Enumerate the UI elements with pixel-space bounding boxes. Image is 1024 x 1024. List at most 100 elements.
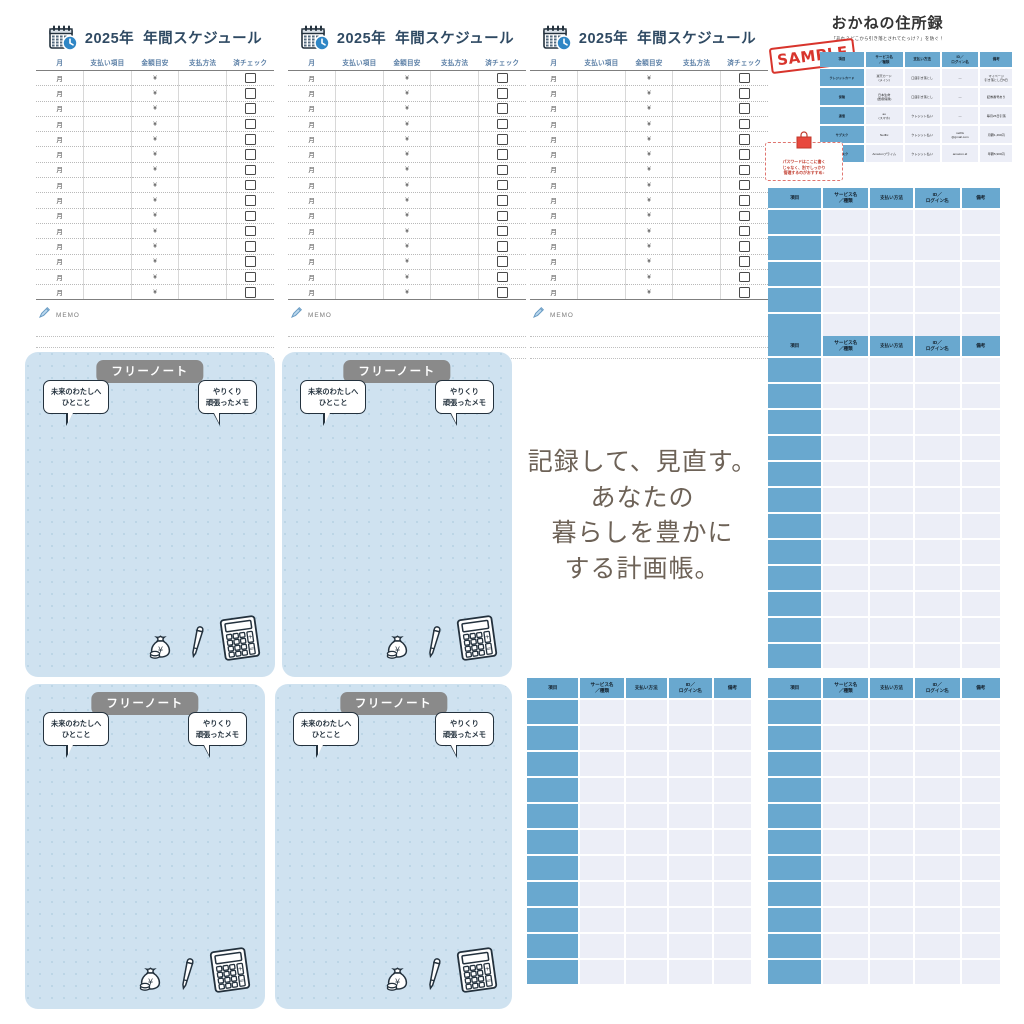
row-category-cell[interactable] — [768, 514, 822, 539]
memo-line[interactable] — [288, 326, 526, 338]
month-cell[interactable]: 月 — [36, 70, 85, 87]
month-cell[interactable]: 月 — [288, 284, 337, 301]
payment-item-cell[interactable] — [83, 192, 132, 209]
payment-item-cell[interactable] — [83, 70, 132, 87]
month-cell[interactable]: 月 — [288, 192, 337, 209]
data-cell[interactable] — [713, 778, 751, 803]
amount-cell[interactable]: ¥ — [625, 162, 674, 179]
done-check-cell[interactable] — [478, 269, 526, 286]
memo-line[interactable] — [530, 337, 768, 349]
done-check-cell[interactable] — [720, 177, 768, 194]
data-cell[interactable] — [823, 752, 869, 777]
data-cell[interactable] — [713, 752, 751, 777]
amount-cell[interactable]: ¥ — [131, 284, 180, 301]
table-row[interactable] — [768, 882, 1000, 907]
row-category-cell[interactable] — [768, 618, 822, 643]
row-category-cell[interactable] — [768, 644, 822, 669]
payment-method-cell[interactable] — [672, 223, 721, 240]
done-check-cell[interactable] — [478, 131, 526, 148]
payment-item-cell[interactable] — [335, 208, 384, 224]
month-cell[interactable]: 月 — [288, 208, 337, 224]
data-cell[interactable] — [823, 488, 869, 513]
data-cell[interactable] — [580, 882, 624, 907]
row-category-cell[interactable] — [768, 752, 822, 777]
data-cell[interactable] — [914, 410, 960, 435]
done-check-cell[interactable] — [226, 223, 274, 240]
table-row[interactable]: 月 ¥ — [288, 162, 526, 179]
amount-cell[interactable]: ¥ — [131, 70, 180, 87]
row-category-cell[interactable] — [527, 700, 579, 725]
checkbox[interactable] — [245, 179, 256, 191]
month-cell[interactable]: 月 — [530, 238, 579, 255]
table-row[interactable]: 月 ¥ — [36, 70, 274, 87]
payment-method-cell[interactable] — [430, 208, 479, 224]
payment-method-cell[interactable] — [430, 70, 479, 87]
data-cell[interactable] — [870, 882, 913, 907]
table-row[interactable]: 月 ¥ — [36, 85, 274, 102]
data-cell[interactable] — [914, 908, 960, 933]
data-cell[interactable] — [625, 752, 667, 777]
row-category-cell[interactable] — [527, 908, 579, 933]
data-cell[interactable] — [961, 262, 1000, 287]
done-check-cell[interactable] — [720, 101, 768, 117]
payment-item-cell[interactable] — [335, 85, 384, 102]
data-cell[interactable] — [713, 856, 751, 881]
data-cell[interactable] — [961, 540, 1000, 565]
data-cell[interactable] — [914, 882, 960, 907]
data-cell[interactable] — [580, 934, 624, 959]
data-cell[interactable] — [713, 700, 751, 725]
payment-method-cell[interactable] — [672, 116, 721, 133]
amount-cell[interactable]: ¥ — [625, 254, 674, 270]
data-cell[interactable] — [914, 592, 960, 617]
amount-cell[interactable]: ¥ — [383, 284, 432, 301]
payment-item-cell[interactable] — [335, 269, 384, 286]
table-row[interactable]: 月 ¥ — [36, 223, 274, 240]
payment-item-cell[interactable] — [335, 284, 384, 301]
table-row[interactable]: 月 ¥ — [530, 177, 768, 194]
table-row[interactable]: 月 ¥ — [36, 116, 274, 133]
amount-cell[interactable]: ¥ — [131, 131, 180, 148]
row-category-cell[interactable] — [527, 752, 579, 777]
payment-method-cell[interactable] — [430, 85, 479, 102]
done-check-cell[interactable] — [720, 162, 768, 179]
data-cell[interactable] — [870, 488, 913, 513]
amount-cell[interactable]: ¥ — [131, 223, 180, 240]
month-cell[interactable]: 月 — [36, 238, 85, 255]
table-row[interactable]: 月 ¥ — [288, 146, 526, 163]
data-cell[interactable] — [914, 462, 960, 487]
month-cell[interactable]: 月 — [36, 269, 85, 286]
data-cell[interactable] — [823, 960, 869, 985]
table-row[interactable] — [527, 882, 751, 907]
done-check-cell[interactable] — [478, 85, 526, 102]
data-cell[interactable] — [961, 314, 1000, 339]
done-check-cell[interactable] — [226, 131, 274, 148]
amount-cell[interactable]: ¥ — [383, 116, 432, 133]
data-cell[interactable] — [914, 514, 960, 539]
data-cell[interactable] — [870, 358, 913, 383]
table-row[interactable] — [527, 960, 751, 985]
table-row[interactable]: 月 ¥ — [36, 284, 274, 301]
amount-cell[interactable]: ¥ — [383, 146, 432, 163]
payment-item-cell[interactable] — [577, 269, 626, 286]
row-category-cell[interactable] — [768, 804, 822, 829]
checkbox[interactable] — [245, 210, 256, 222]
data-cell[interactable] — [961, 830, 1000, 855]
checkbox[interactable] — [497, 149, 508, 160]
payment-item-cell[interactable] — [83, 177, 132, 194]
month-cell[interactable]: 月 — [36, 85, 85, 102]
row-category-cell[interactable] — [768, 592, 822, 617]
payment-method-cell[interactable] — [430, 223, 479, 240]
done-check-cell[interactable] — [478, 162, 526, 179]
table-row[interactable] — [768, 566, 1000, 591]
data-cell[interactable] — [823, 618, 869, 643]
table-row[interactable]: 月 ¥ — [36, 254, 274, 270]
done-check-cell[interactable] — [226, 269, 274, 286]
data-cell[interactable] — [625, 804, 667, 829]
payment-item-cell[interactable] — [577, 177, 626, 194]
checkbox[interactable] — [245, 225, 256, 237]
checkbox[interactable] — [497, 256, 508, 267]
payment-item-cell[interactable] — [335, 116, 384, 133]
payment-item-cell[interactable] — [83, 254, 132, 270]
done-check-cell[interactable] — [478, 254, 526, 270]
payment-method-cell[interactable] — [672, 254, 721, 270]
